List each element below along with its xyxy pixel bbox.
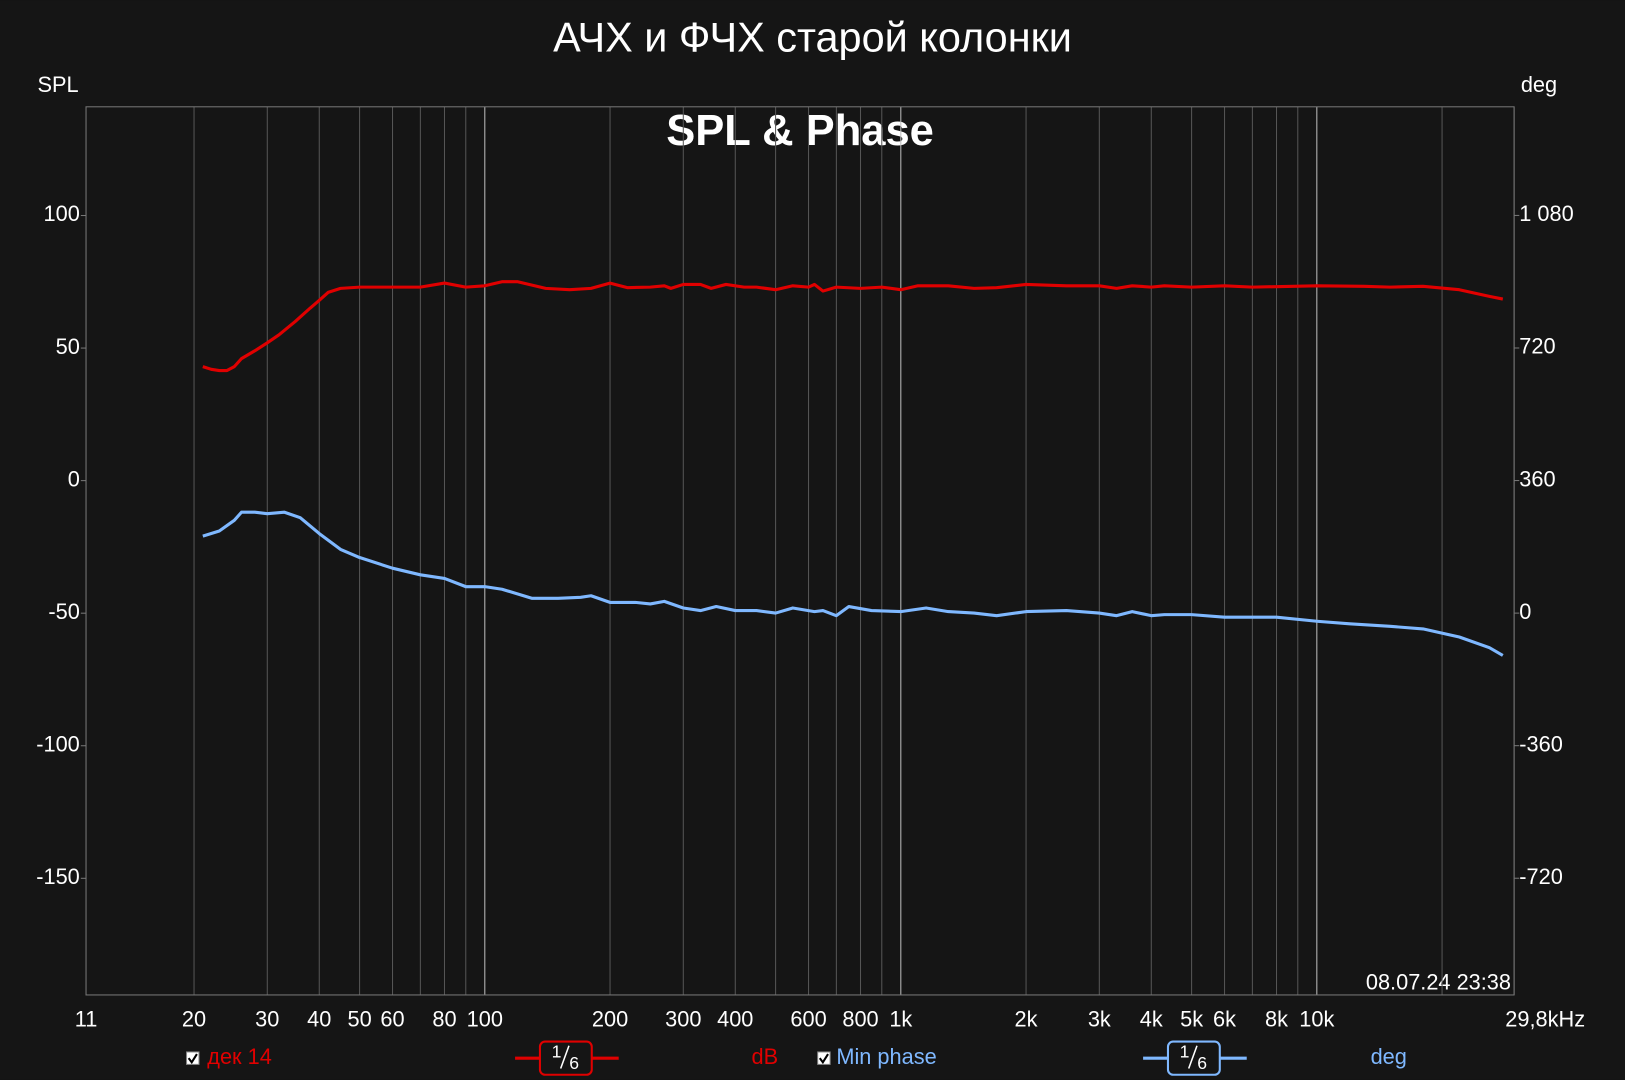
x-tick-label: 400 bbox=[717, 1007, 753, 1032]
x-tick-label: 3k bbox=[1088, 1007, 1111, 1032]
y2-tick-label: 0 bbox=[1519, 599, 1531, 624]
x-tick-label: 80 bbox=[432, 1007, 456, 1032]
y-tick-label: -50 bbox=[48, 599, 79, 624]
x-tick-label: 29,8kHz bbox=[1505, 1007, 1585, 1032]
y-tick-label: 100 bbox=[44, 201, 80, 226]
legend-label: Min phase bbox=[836, 1044, 936, 1069]
x-tick-label: 600 bbox=[790, 1007, 826, 1032]
x-tick-label: 10k bbox=[1299, 1007, 1334, 1032]
x-tick-label: 30 bbox=[255, 1007, 279, 1032]
smoothing-box bbox=[538, 1040, 593, 1076]
series-line bbox=[202, 510, 1504, 657]
x-tick-label: 50 bbox=[347, 1007, 371, 1032]
x-tick-label: 6k bbox=[1213, 1007, 1236, 1032]
plot-frame bbox=[85, 106, 1515, 996]
chart-subtitle: SPL & Phase bbox=[666, 107, 934, 155]
x-tick-label: 5k bbox=[1180, 1007, 1203, 1032]
checkmark bbox=[187, 1053, 198, 1065]
smoothing-denominator: 6 bbox=[569, 1053, 579, 1073]
chart-title: АЧХ и ФЧХ старой колонки bbox=[553, 13, 1072, 60]
x-tick-label: 40 bbox=[307, 1007, 331, 1032]
y2-tick-label: -720 bbox=[1519, 864, 1563, 889]
y-axis-title: SPL bbox=[37, 72, 78, 97]
smoothing-numerator: 1 bbox=[552, 1042, 562, 1062]
x-tick-label: 800 bbox=[842, 1007, 878, 1032]
legend-unit: dB bbox=[752, 1044, 779, 1069]
checkmark bbox=[818, 1053, 829, 1065]
smoothing-numerator: 1 bbox=[1180, 1042, 1190, 1062]
fraction-slash bbox=[1187, 1045, 1198, 1069]
x-tick-label: 8k bbox=[1265, 1007, 1288, 1032]
y2-axis-title: deg bbox=[1521, 72, 1557, 97]
x-tick-label: 20 bbox=[182, 1007, 206, 1032]
x-tick-label: 4k bbox=[1140, 1007, 1163, 1032]
x-tick-label: 60 bbox=[380, 1007, 404, 1032]
legend-unit: deg bbox=[1371, 1044, 1407, 1069]
fraction-slash bbox=[559, 1045, 570, 1069]
smoothing-denominator: 6 bbox=[1197, 1053, 1207, 1073]
x-tick-label: 300 bbox=[665, 1007, 701, 1032]
series-line bbox=[202, 280, 1504, 373]
y2-tick-label: 360 bbox=[1519, 466, 1555, 491]
y-tick-label: 0 bbox=[68, 466, 80, 491]
x-tick-label: 2k bbox=[1015, 1007, 1038, 1032]
x-tick-label: 200 bbox=[592, 1007, 628, 1032]
legend-label: дек 14 bbox=[207, 1044, 272, 1069]
y2-tick-label: -360 bbox=[1519, 731, 1563, 756]
smoothing-box bbox=[1166, 1040, 1221, 1076]
y2-tick-label: 1 080 bbox=[1519, 201, 1573, 226]
y-tick-label: -150 bbox=[36, 864, 80, 889]
x-tick-label: 1k bbox=[889, 1007, 912, 1032]
x-tick-label: 11 bbox=[75, 1007, 98, 1032]
timestamp: 08.07.24 23:38 bbox=[1366, 969, 1511, 994]
y-tick-label: 50 bbox=[56, 334, 80, 359]
y-tick-label: -100 bbox=[36, 731, 80, 756]
x-tick-label: 100 bbox=[467, 1007, 503, 1032]
y2-tick-label: 720 bbox=[1519, 334, 1555, 359]
